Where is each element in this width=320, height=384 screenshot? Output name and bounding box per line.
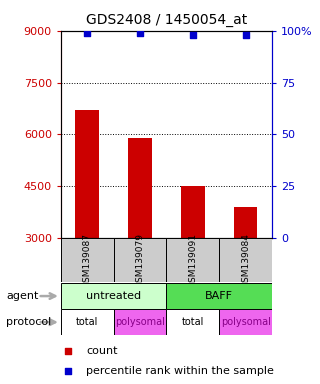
Text: BAFF: BAFF xyxy=(205,291,233,301)
Bar xyxy=(219,309,272,335)
Bar xyxy=(234,207,258,238)
Bar xyxy=(166,283,272,309)
Bar xyxy=(166,309,219,335)
Bar xyxy=(61,238,114,282)
Bar xyxy=(166,238,219,282)
Text: GSM139087: GSM139087 xyxy=(83,233,92,288)
Text: total: total xyxy=(182,317,204,327)
Text: GSM139091: GSM139091 xyxy=(188,233,197,288)
Point xyxy=(138,30,143,36)
Text: count: count xyxy=(86,346,118,356)
Bar xyxy=(128,138,152,238)
Text: total: total xyxy=(76,317,98,327)
Bar xyxy=(61,309,114,335)
Text: percentile rank within the sample: percentile rank within the sample xyxy=(86,366,274,376)
Point xyxy=(66,368,71,374)
Bar xyxy=(219,238,272,282)
Bar xyxy=(75,110,99,238)
Text: agent: agent xyxy=(6,291,39,301)
Text: protocol: protocol xyxy=(6,317,52,327)
Bar xyxy=(181,186,205,238)
Point xyxy=(243,32,248,38)
Bar xyxy=(114,238,166,282)
Text: untreated: untreated xyxy=(86,291,141,301)
Point xyxy=(190,32,195,38)
Title: GDS2408 / 1450054_at: GDS2408 / 1450054_at xyxy=(86,13,247,27)
Point xyxy=(66,348,71,354)
Bar xyxy=(114,309,166,335)
Text: GSM139079: GSM139079 xyxy=(135,233,145,288)
Bar xyxy=(61,283,166,309)
Point xyxy=(84,30,90,36)
Text: GSM139084: GSM139084 xyxy=(241,233,250,288)
Text: polysomal: polysomal xyxy=(115,317,165,327)
Text: polysomal: polysomal xyxy=(221,317,270,327)
